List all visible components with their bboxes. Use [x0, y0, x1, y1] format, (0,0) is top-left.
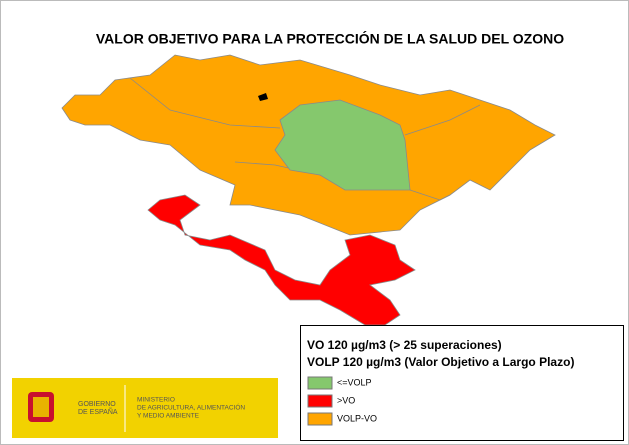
lake: [258, 93, 268, 101]
region: [147, 194, 416, 326]
logo: GOBIERNO DE ESPAÑA MINISTERIO DE AGRICUL…: [12, 378, 278, 438]
legend-label: <=VOLP: [337, 377, 372, 387]
logo-text: GOBIERNO: [78, 401, 116, 408]
legend-swatch: [307, 376, 333, 390]
logo-text: MINISTERIO: [137, 397, 175, 404]
region: [274, 99, 411, 191]
legend-box: [300, 325, 624, 441]
legend-title: VOLP 120 µg/m3 (Valor Objetivo a Largo P…: [307, 355, 574, 369]
region-border: [129, 77, 281, 129]
legend: VO 120 µg/m3 (> 25 superaciones) VOLP 12…: [300, 325, 624, 441]
region-border: [404, 104, 481, 136]
legend-label: >VO: [337, 395, 355, 405]
logo-text: DE AGRICULTURA, ALIMENTACIÓN: [137, 403, 245, 412]
region-border: [409, 189, 451, 201]
map-title: VALOR OBJETIVO PARA LA PROTECCIÓN DE LA …: [96, 30, 564, 47]
coat-of-arms: [33, 397, 49, 417]
logo-text: DE ESPAÑA: [78, 407, 118, 416]
logo-text: Y MEDIO AMBIENTE: [137, 413, 200, 420]
legend-title: VO 120 µg/m3 (> 25 superaciones): [307, 338, 502, 352]
legend-swatch: [307, 394, 333, 408]
legend-swatch: [307, 412, 333, 426]
legend-label: VOLP-VO: [337, 413, 377, 423]
logo-background: [12, 378, 278, 438]
